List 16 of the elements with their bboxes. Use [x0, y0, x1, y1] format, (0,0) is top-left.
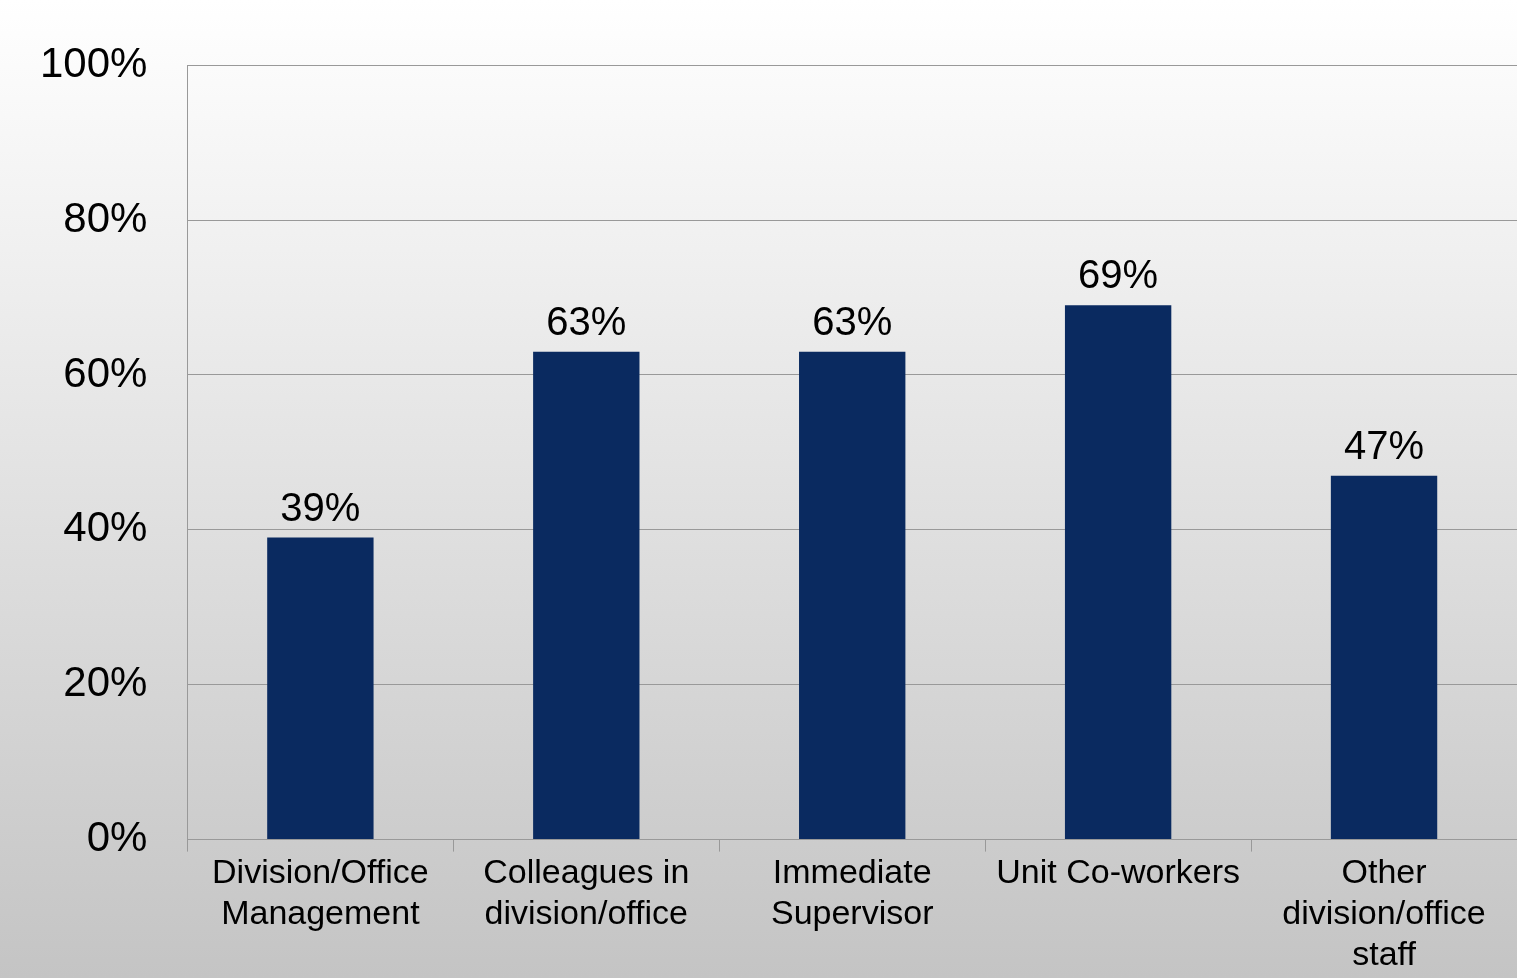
x-tick-label: Colleagues in division/office — [483, 852, 690, 932]
x-tick-label: Immediate Supervisor — [770, 852, 934, 932]
x-tick-label: Other division/office staff — [1282, 852, 1486, 972]
y-tick-label: 80% — [63, 193, 148, 241]
data-label: 63% — [812, 298, 893, 343]
y-tick-label: 60% — [63, 348, 148, 396]
data-label: 39% — [280, 484, 361, 529]
y-tick-label: 100% — [40, 38, 148, 86]
data-label: 69% — [1078, 252, 1159, 297]
y-tick-label: 40% — [63, 503, 148, 551]
x-tick-label: Division/Office Management — [212, 852, 429, 932]
x-tick-label: Unit Co-workers — [996, 852, 1240, 891]
data-label: 47% — [1344, 422, 1425, 467]
data-label: 63% — [546, 298, 627, 343]
y-tick-label: 0% — [86, 813, 148, 861]
y-tick-label: 20% — [63, 658, 148, 706]
